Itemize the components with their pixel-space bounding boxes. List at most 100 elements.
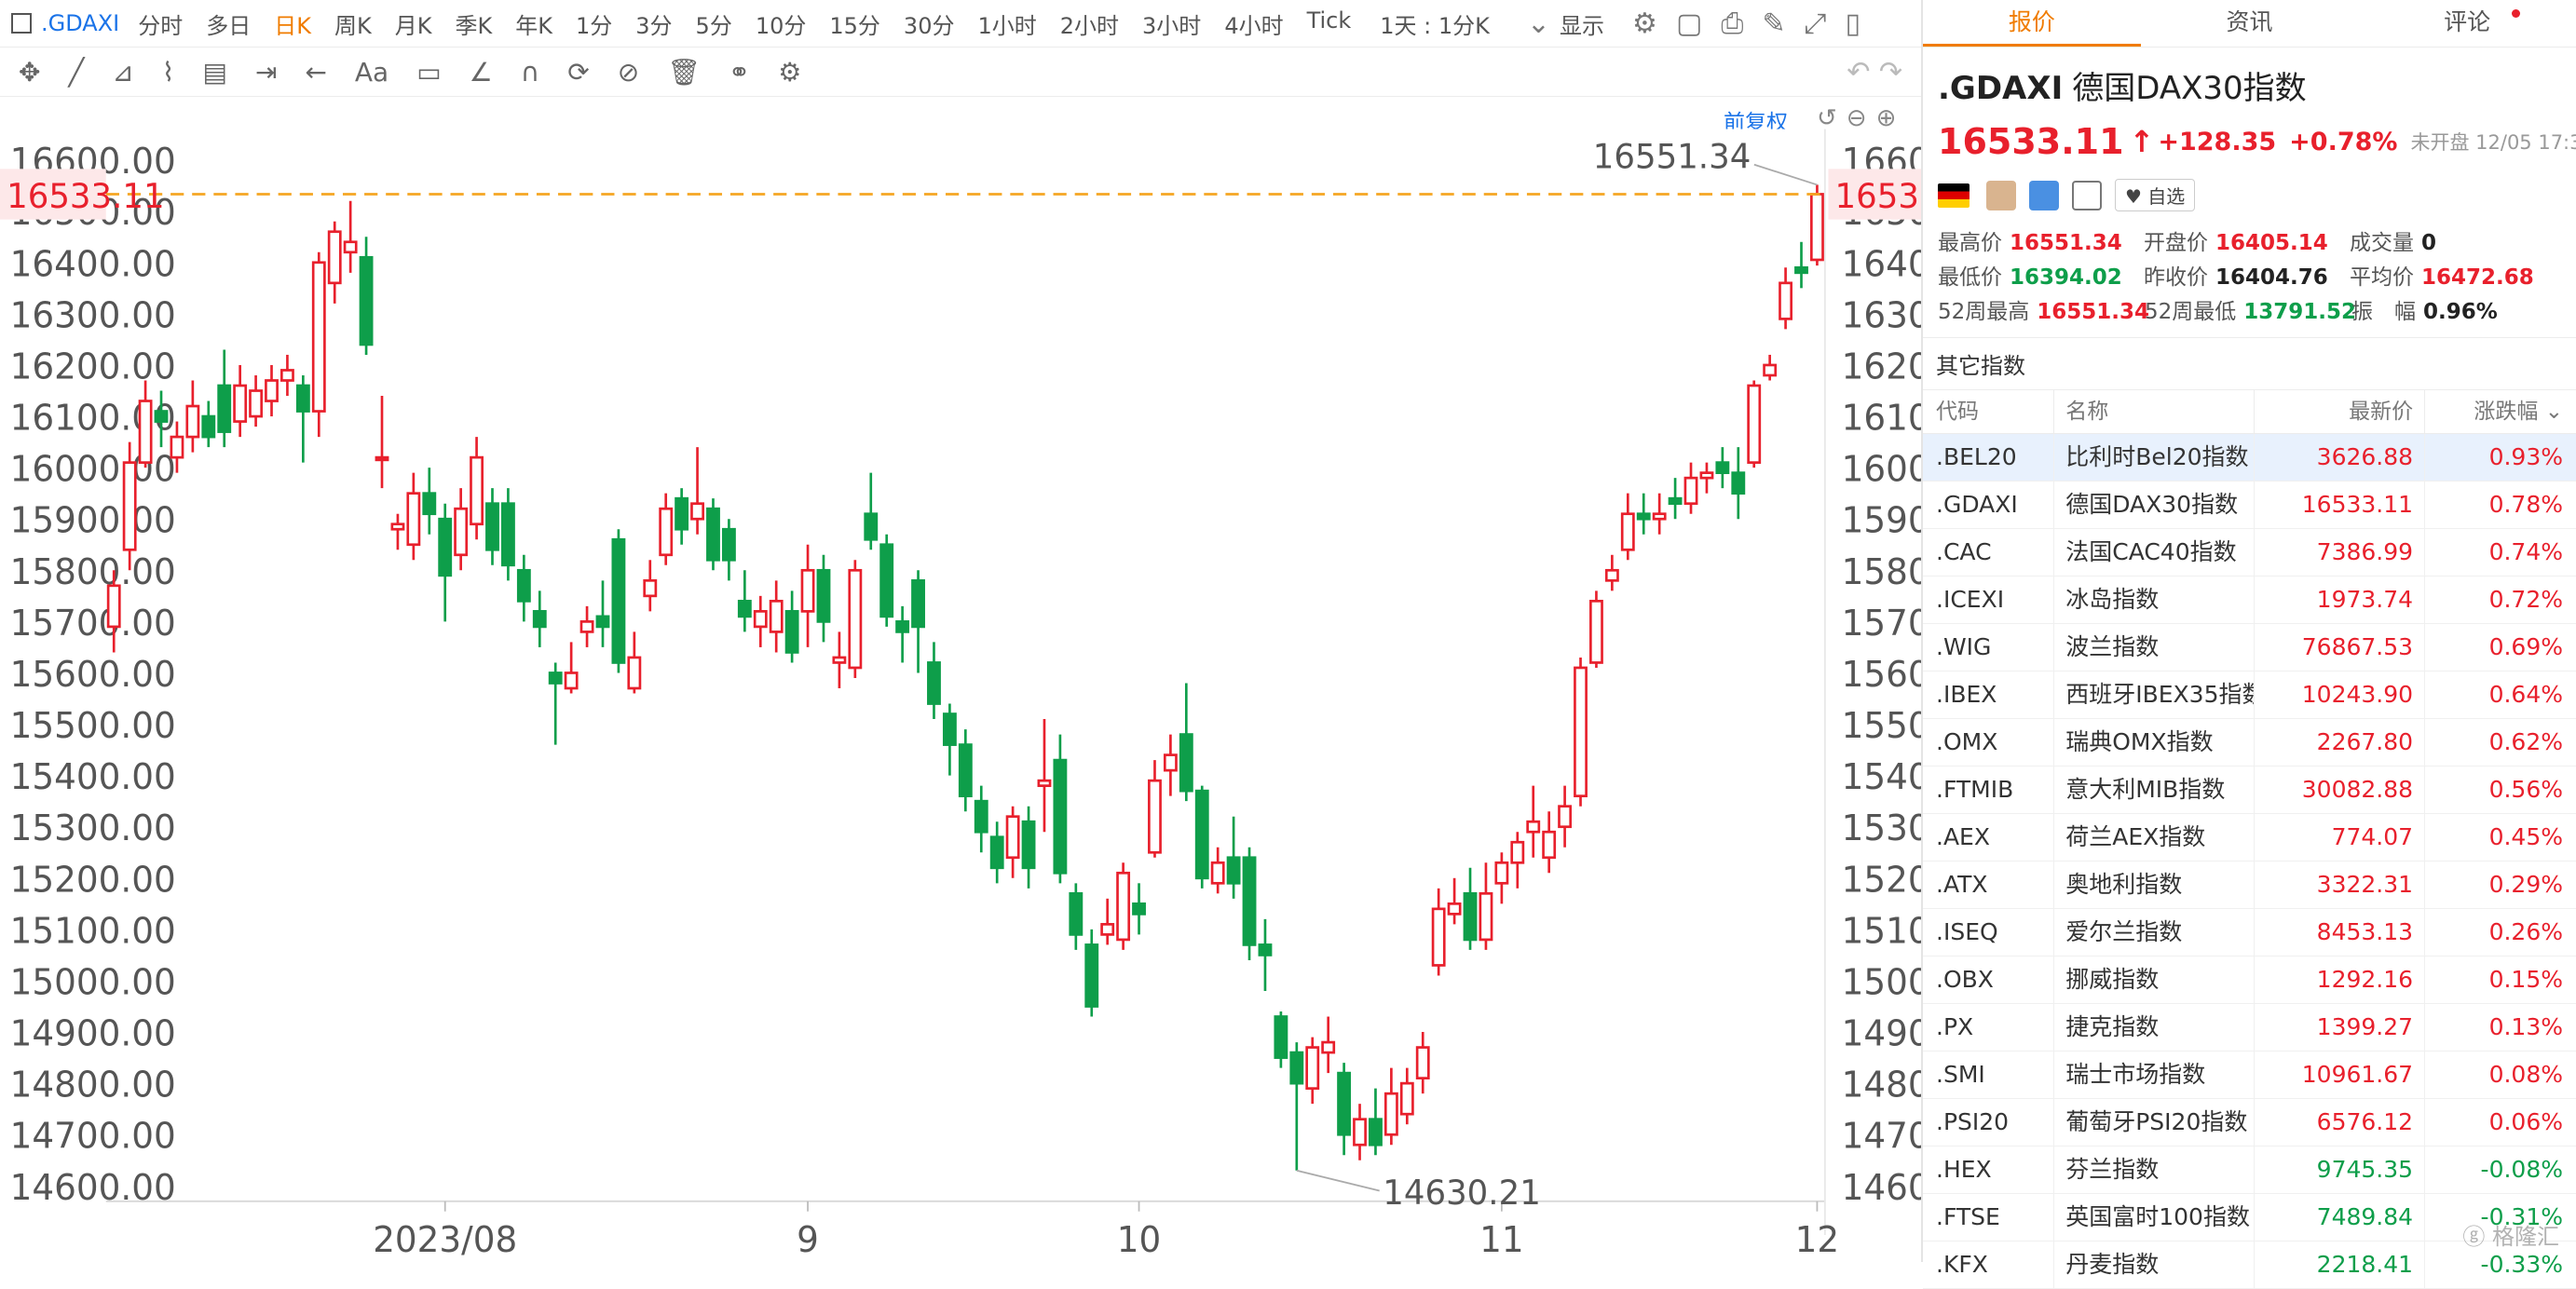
low-marker-line (1296, 1169, 1380, 1192)
period-tab[interactable]: 1小时 (977, 12, 1037, 39)
candlestick-chart[interactable]: 16600.0016600.0016500.0016500.0016400.00… (0, 99, 1921, 1262)
period-tab[interactable]: 多日 (206, 12, 252, 39)
period-tab[interactable]: 季K (455, 12, 493, 39)
candle-body (500, 502, 515, 567)
period-tab[interactable]: 日K (274, 12, 311, 39)
camera-icon[interactable]: ⎙ (1721, 7, 1744, 40)
tab-comments[interactable]: 评论 (2358, 0, 2576, 47)
col-code[interactable]: 代码 (1923, 390, 2055, 433)
compare-icon[interactable]: ⚭ (728, 57, 751, 88)
tab-quote[interactable]: 报价 (1923, 0, 2141, 47)
table-row[interactable]: .FTSE 英国富时100指数 7489.84 -0.31% (1923, 1194, 2576, 1242)
col-price[interactable]: 最新价 (2255, 390, 2426, 433)
period-tab[interactable]: 分时 (138, 12, 184, 39)
table-row[interactable]: .AEX 荷兰AEX指数 774.07 0.45% (1923, 814, 2576, 862)
period-tab[interactable]: Tick (1306, 7, 1352, 34)
table-row[interactable]: .HEX 芬兰指数 9745.35 -0.08% (1923, 1147, 2576, 1194)
cell-name: 英国富时100指数 (2054, 1194, 2256, 1241)
period-tab[interactable]: 月K (394, 12, 432, 39)
table-row[interactable]: .WIG 波兰指数 76867.53 0.69% (1923, 624, 2576, 672)
candle-body (1668, 496, 1683, 506)
candle-body (548, 672, 563, 685)
arrow-tool-icon[interactable]: ← (305, 57, 327, 88)
magnet-icon[interactable]: ∩ (520, 57, 540, 88)
candle-body (832, 656, 847, 664)
col-name[interactable]: 名称 (2054, 390, 2256, 433)
tab-news[interactable]: 资讯 (2226, 8, 2273, 35)
sync-icon[interactable]: ⟳ (567, 57, 590, 88)
zoom-controls[interactable]: ↺⊖⊕ (1817, 104, 1906, 132)
table-row[interactable]: .ATX 奥地利指数 3322.31 0.29% (1923, 862, 2576, 909)
period-tab[interactable]: 5分 (695, 12, 732, 39)
table-row[interactable]: .OBX 挪威指数 1292.16 0.15% (1923, 957, 2576, 1004)
move-icon[interactable]: ✥ (19, 57, 41, 88)
period-tab[interactable]: 15分 (829, 12, 880, 39)
measure-tool-icon[interactable]: ⇥ (254, 57, 278, 88)
ruler-icon[interactable]: ∠ (469, 57, 493, 88)
table-row[interactable]: .PX 捷克指数 1399.27 0.13% (1923, 1004, 2576, 1052)
settings-icon[interactable]: ⚙ (778, 57, 802, 88)
period-tab[interactable]: 3小时 (1142, 12, 1202, 39)
undo-redo-icon[interactable]: ↶ ↷ (1847, 56, 1902, 88)
table-row[interactable]: .GDAXI 德国DAX30指数 16533.11 0.78% (1923, 482, 2576, 529)
quote-title: .GDAXI 德国DAX30指数 (1938, 62, 2563, 108)
stat-label: 最低价 (1938, 265, 2002, 290)
table-row[interactable]: .IBEX 西班牙IBEX35指数 10243.90 0.64% (1923, 672, 2576, 719)
period-tab[interactable]: 4小时 (1224, 12, 1284, 39)
display-menu[interactable]: 显示 (1560, 12, 1605, 39)
text-tool-icon[interactable]: Aa (354, 57, 389, 88)
comment-tool-icon[interactable]: ▭ (416, 57, 442, 88)
table-row[interactable]: .SMI 瑞士市场指数 10961.67 0.08% (1923, 1052, 2576, 1099)
period-tab[interactable]: 周K (334, 12, 372, 39)
hourglass-icon[interactable] (1986, 180, 2016, 210)
trash-icon[interactable]: 🗑 (667, 57, 701, 88)
y-tick-left: 16200.00 (10, 346, 176, 387)
stat-value: 16472.68 (2421, 265, 2534, 290)
watchlist-button[interactable]: ♥ 自选 (2115, 179, 2196, 211)
wave-tool-icon[interactable]: ⌇ (161, 57, 175, 88)
pencil-icon[interactable]: ✎ (1762, 7, 1786, 40)
candle-body (1463, 891, 1478, 942)
period-tab[interactable]: 30分 (903, 12, 955, 39)
period-tab[interactable]: 10分 (755, 12, 807, 39)
table-row[interactable]: .OMX 瑞典OMX指数 2267.80 0.62% (1923, 719, 2576, 767)
candle-body (1116, 871, 1131, 942)
table-row[interactable]: .ICEXI 冰岛指数 1973.74 0.72% (1923, 577, 2576, 624)
line-tool-icon[interactable]: ╱ (68, 57, 85, 88)
symbol-label[interactable]: .GDAXI (41, 10, 120, 36)
cell-pct: 0.56% (2488, 776, 2563, 803)
range-select[interactable]: 1天 : 1分K (1380, 12, 1490, 39)
candle-body (1620, 512, 1635, 551)
fullscreen-icon[interactable]: ⤢ (1804, 7, 1827, 40)
period-tab[interactable]: 2小时 (1059, 12, 1120, 39)
candle-body (1431, 907, 1446, 967)
period-tab[interactable]: 3分 (635, 12, 673, 39)
fib-tool-icon[interactable]: ▤ (202, 57, 227, 88)
cell-pct: 0.78% (2488, 491, 2563, 518)
cell-code: .IBEX (1923, 672, 2055, 718)
notes-icon[interactable] (2072, 180, 2102, 210)
candle-body (1494, 861, 1509, 885)
col-change[interactable]: 涨跌幅 ⌄ (2425, 390, 2576, 433)
tag-icon[interactable] (2029, 180, 2059, 210)
candle-body (816, 568, 831, 623)
table-row[interactable]: .CAC 法国CAC40指数 7386.99 0.74% (1923, 529, 2576, 577)
period-tab[interactable]: 年K (515, 12, 552, 39)
period-tab[interactable]: 1分 (575, 12, 613, 39)
x-tick-label: 12 (1795, 1219, 1839, 1260)
layout-icon[interactable] (11, 13, 32, 34)
table-row[interactable]: .BEL20 比利时Bel20指数 3626.88 0.93% (1923, 434, 2576, 482)
y-tick-right: 15100.00 (1842, 910, 1921, 951)
gear-icon[interactable]: ⚙ (1632, 7, 1657, 40)
channel-tool-icon[interactable]: ⊿ (112, 57, 134, 88)
stat-cell: 52周最低 13791.52 (2145, 295, 2356, 330)
panel-toggle-icon[interactable]: ▯ (1845, 7, 1860, 40)
cell-code: .WIG (1923, 624, 2055, 671)
table-row[interactable]: .FTMIB 意大利MIB指数 30082.88 0.56% (1923, 767, 2576, 814)
chevron-down-icon[interactable]: ⌄ (1526, 7, 1551, 40)
hide-icon[interactable]: ⊘ (617, 57, 640, 88)
square-icon[interactable]: ▢ (1675, 7, 1703, 40)
table-row[interactable]: .ISEQ 爱尔兰指数 8453.13 0.26% (1923, 909, 2576, 957)
table-row[interactable]: .PSI20 葡萄牙PSI20指数 6576.12 0.06% (1923, 1099, 2576, 1147)
cell-name: 意大利MIB指数 (2054, 767, 2256, 813)
